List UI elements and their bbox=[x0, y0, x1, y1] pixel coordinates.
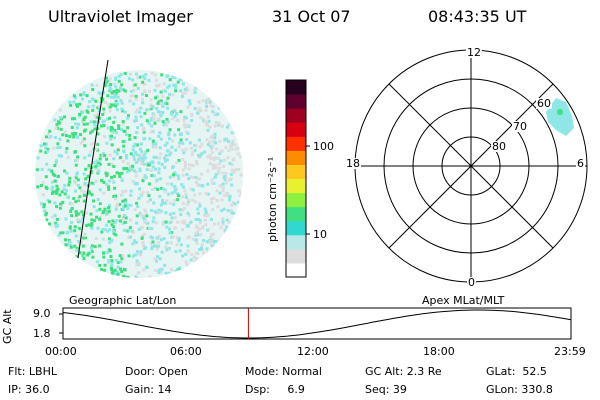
orbit-altitude-curve bbox=[62, 309, 572, 339]
mlt-label-0: 0 bbox=[467, 276, 476, 289]
colorbar-band bbox=[286, 164, 306, 179]
colorbar-band bbox=[286, 80, 306, 95]
info-glon: GLon: 330.8 bbox=[486, 383, 553, 396]
colorbar-band bbox=[286, 178, 306, 194]
colorbar-frame bbox=[285, 79, 307, 278]
uv-image-disk bbox=[35, 59, 243, 278]
info-gain: Gain: 14 bbox=[125, 383, 172, 396]
orbit-frame bbox=[62, 307, 572, 340]
time-tick-0000: 00:00 bbox=[45, 345, 77, 358]
mlat-label-60: 60 bbox=[536, 97, 552, 110]
colorbar-label-10: 10 bbox=[313, 228, 327, 241]
terminator-line bbox=[77, 59, 109, 259]
polar-aurora-patch bbox=[546, 98, 574, 136]
alt-tick-label-low: 1.8 bbox=[33, 327, 51, 340]
alt-tick-label-high: 9.0 bbox=[33, 307, 51, 320]
colorbar-band bbox=[286, 192, 306, 208]
info-glat: GLat: 52.5 bbox=[486, 365, 547, 378]
mlt-label-12: 12 bbox=[466, 46, 482, 59]
colorbar-band bbox=[286, 206, 306, 222]
mlt-label-6: 6 bbox=[576, 157, 585, 170]
info-door: Door: Open bbox=[125, 365, 188, 378]
time-tick-1800: 18:00 bbox=[423, 345, 455, 358]
colorbar-band bbox=[286, 122, 306, 137]
colorbar-band bbox=[286, 108, 306, 123]
mlt-label-18: 18 bbox=[345, 157, 361, 170]
info-mode: Mode: Normal bbox=[245, 365, 322, 378]
info-filter: Flt: LBHL bbox=[8, 365, 57, 378]
mlat-label-80: 80 bbox=[491, 140, 507, 153]
app-title: Ultraviolet Imager bbox=[48, 7, 193, 26]
info-ip: IP: 36.0 bbox=[8, 383, 50, 396]
time-tick-2359: 23:59 bbox=[554, 345, 586, 358]
polar-axis-diag2 bbox=[388, 83, 554, 249]
colorbar-band bbox=[286, 94, 306, 109]
date-label: 31 Oct 07 bbox=[272, 7, 351, 26]
orbit-ylabel: GC Alt bbox=[1, 309, 14, 344]
info-gc-alt: GC Alt: 2.3 Re bbox=[365, 365, 442, 378]
colorbar-band bbox=[286, 262, 306, 278]
colorbar-band bbox=[286, 220, 306, 236]
time-label: 08:43:35 UT bbox=[428, 7, 527, 26]
polar-plot bbox=[354, 49, 588, 283]
colorbar-band bbox=[286, 136, 306, 151]
orbit-right-caption: Apex MLat/MLT bbox=[422, 294, 505, 307]
time-tick-0600: 06:00 bbox=[170, 345, 202, 358]
colorbar-band bbox=[286, 248, 306, 264]
orbit-strip bbox=[59, 307, 572, 340]
colorbar-label-100: 100 bbox=[313, 140, 334, 153]
mlat-label-70: 70 bbox=[512, 120, 528, 133]
colorbar-band bbox=[286, 150, 306, 165]
colorbar-band bbox=[286, 234, 306, 250]
info-seq: Seq: 39 bbox=[365, 383, 407, 396]
polar-aurora-dot bbox=[557, 109, 563, 115]
colorbar-unit-label: photon cm⁻²s⁻¹ bbox=[266, 156, 279, 242]
colorbar bbox=[285, 79, 310, 278]
info-dsp: Dsp: 6.9 bbox=[245, 383, 305, 396]
time-tick-1200: 12:00 bbox=[297, 345, 329, 358]
orbit-left-caption: Geographic Lat/Lon bbox=[69, 294, 177, 307]
